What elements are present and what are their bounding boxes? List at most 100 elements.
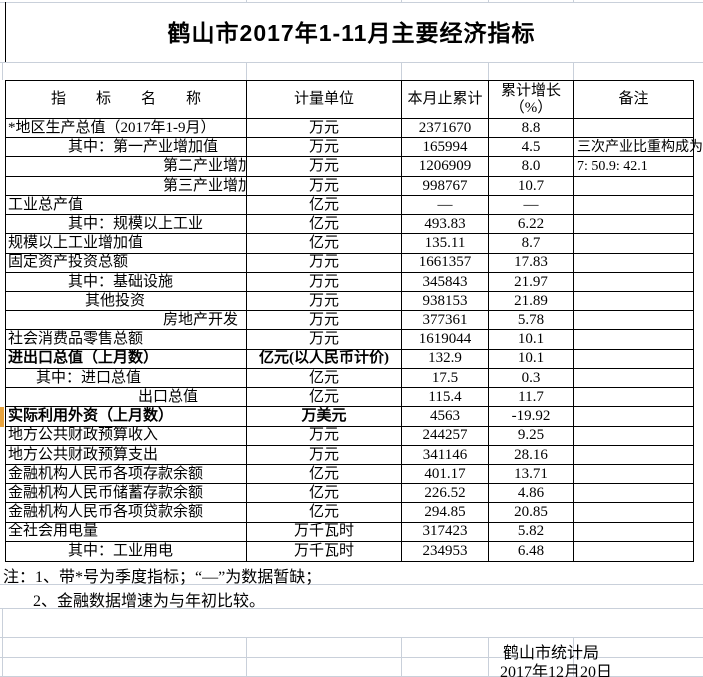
growth-cell[interactable]: — xyxy=(489,195,574,216)
value-cell[interactable]: 938153 xyxy=(402,291,489,312)
indicator-label-cell[interactable]: 金融机构人民币储蓄存款余额 xyxy=(6,484,247,504)
value-cell[interactable]: 998767 xyxy=(402,176,489,196)
unit-cell[interactable]: 亿元 xyxy=(247,368,402,389)
unit-cell[interactable]: 万元 xyxy=(247,311,402,331)
header-cumulative[interactable]: 本月止累计 xyxy=(402,81,489,119)
remark-cell[interactable] xyxy=(574,503,693,523)
unit-cell[interactable]: 亿元 xyxy=(247,215,402,235)
remark-cell[interactable] xyxy=(574,523,693,542)
remark-cell[interactable]: 三次产业比重构成为： xyxy=(574,138,703,158)
remark-cell[interactable] xyxy=(574,350,693,369)
indicator-label-cell[interactable]: 进出口总值（上月数） xyxy=(6,349,247,369)
value-cell[interactable]: 401.17 xyxy=(402,464,489,485)
value-cell[interactable]: 17.5 xyxy=(402,368,489,389)
unit-cell[interactable]: 万元 xyxy=(247,138,402,158)
remark-cell[interactable] xyxy=(574,196,693,216)
growth-cell[interactable]: 5.78 xyxy=(489,311,574,331)
growth-cell[interactable]: 11.7 xyxy=(489,388,574,408)
growth-cell[interactable]: 8.0 xyxy=(489,157,574,177)
remark-cell[interactable] xyxy=(574,427,693,446)
unit-cell[interactable]: 亿元(以人民币计价) xyxy=(247,349,402,369)
remark-cell[interactable] xyxy=(574,388,693,408)
growth-cell[interactable]: 5.82 xyxy=(489,522,574,542)
unit-cell[interactable]: 亿元 xyxy=(247,484,402,504)
unit-cell[interactable]: 亿元 xyxy=(247,388,402,408)
indicator-label-cell[interactable]: 房地产开发 xyxy=(6,311,247,331)
value-cell[interactable]: 377361 xyxy=(402,311,489,331)
growth-cell[interactable]: 8.8 xyxy=(489,119,574,139)
remark-cell[interactable] xyxy=(574,273,693,292)
header-indicator-name[interactable]: 指 标 名 称 xyxy=(6,81,247,119)
indicator-label-cell[interactable]: 实际利用外资（上月数） xyxy=(6,407,247,427)
growth-cell[interactable]: -19.92 xyxy=(489,407,574,427)
growth-cell[interactable]: 0.3 xyxy=(489,368,574,389)
remark-cell[interactable] xyxy=(574,407,693,427)
unit-cell[interactable]: 万元 xyxy=(247,445,402,465)
indicator-label-cell[interactable]: 固定资产投资总额 xyxy=(6,253,247,273)
growth-cell[interactable]: 10.1 xyxy=(489,330,574,350)
remark-cell[interactable] xyxy=(574,465,693,485)
growth-cell[interactable]: 21.97 xyxy=(489,272,574,292)
value-cell[interactable]: 1619044 xyxy=(402,330,489,350)
unit-cell[interactable]: 万元 xyxy=(247,272,402,292)
remark-cell[interactable] xyxy=(574,119,693,139)
growth-cell[interactable]: 21.89 xyxy=(489,291,574,312)
value-cell[interactable]: 135.11 xyxy=(402,234,489,254)
value-cell[interactable]: 165994 xyxy=(402,138,489,158)
indicator-label-cell[interactable]: 第三产业增加值 xyxy=(6,176,247,196)
growth-cell[interactable]: 20.85 xyxy=(489,503,574,523)
unit-cell[interactable]: 亿元 xyxy=(247,503,402,523)
indicator-label-cell[interactable]: *地区生产总值（2017年1-9月） xyxy=(6,119,247,139)
unit-cell[interactable]: 万元 xyxy=(247,426,402,446)
header-remark[interactable]: 备注 xyxy=(574,81,693,119)
indicator-label-cell[interactable]: 社会消费品零售总额 xyxy=(6,330,247,350)
indicator-label-cell[interactable]: 地方公共财政预算收入 xyxy=(6,426,247,446)
growth-cell[interactable]: 6.48 xyxy=(489,541,574,562)
header-growth[interactable]: 累计增长 （%） xyxy=(489,81,574,119)
value-cell[interactable]: 115.4 xyxy=(402,388,489,408)
remark-cell[interactable] xyxy=(574,311,693,331)
unit-cell[interactable]: 万元 xyxy=(247,176,402,196)
value-cell[interactable]: 244257 xyxy=(402,426,489,446)
value-cell[interactable]: 294.85 xyxy=(402,503,489,523)
unit-cell[interactable]: 亿元 xyxy=(247,234,402,254)
indicator-label-cell[interactable]: 其中：规模以上工业 xyxy=(6,215,247,235)
indicator-label-cell[interactable]: 第二产业增加值 xyxy=(6,157,247,177)
indicator-label-cell[interactable]: 其中：基础设施 xyxy=(6,272,247,292)
growth-cell[interactable]: 13.71 xyxy=(489,464,574,485)
remark-cell[interactable] xyxy=(574,330,693,350)
unit-cell[interactable]: 亿元 xyxy=(247,464,402,485)
growth-cell[interactable]: 28.16 xyxy=(489,445,574,465)
indicator-label-cell[interactable]: 工业总产值 xyxy=(6,195,247,216)
unit-cell[interactable]: 万元 xyxy=(247,291,402,312)
remark-cell[interactable]: 7: 50.9: 42.1 xyxy=(574,157,693,177)
value-cell[interactable]: 226.52 xyxy=(402,484,489,504)
value-cell[interactable]: 234953 xyxy=(402,541,489,562)
growth-cell[interactable]: 10.1 xyxy=(489,349,574,369)
remark-cell[interactable] xyxy=(574,234,693,254)
indicator-label-cell[interactable]: 金融机构人民币各项存款余额 xyxy=(6,464,247,485)
value-cell[interactable]: 317423 xyxy=(402,522,489,542)
growth-cell[interactable]: 9.25 xyxy=(489,426,574,446)
value-cell[interactable]: 1206909 xyxy=(402,157,489,177)
indicator-label-cell[interactable]: 地方公共财政预算支出 xyxy=(6,445,247,465)
indicator-label-cell[interactable]: 其他投资 xyxy=(6,291,247,312)
value-cell[interactable]: 493.83 xyxy=(402,215,489,235)
indicator-label-cell[interactable]: 全社会用电量 xyxy=(6,522,247,542)
remark-cell[interactable] xyxy=(574,542,693,561)
remark-cell[interactable] xyxy=(574,215,693,235)
indicator-label-cell[interactable]: 其中：进口总值 xyxy=(6,368,247,389)
indicator-label-cell[interactable]: 规模以上工业增加值 xyxy=(6,234,247,254)
indicator-label-cell[interactable]: 其中：第一产业增加值 xyxy=(6,138,247,158)
indicator-label-cell[interactable]: 金融机构人民币各项贷款余额 xyxy=(6,503,247,523)
unit-cell[interactable]: 万元 xyxy=(247,330,402,350)
indicator-label-cell[interactable]: 其中：工业用电 xyxy=(6,541,247,562)
value-cell[interactable]: 4563 xyxy=(402,407,489,427)
unit-cell[interactable]: 万千瓦时 xyxy=(247,541,402,562)
growth-cell[interactable]: 6.22 xyxy=(489,215,574,235)
indicator-label-cell[interactable]: 出口总值 xyxy=(6,388,247,408)
value-cell[interactable]: 132.9 xyxy=(402,349,489,369)
value-cell[interactable]: 345843 xyxy=(402,272,489,292)
value-cell[interactable]: — xyxy=(402,195,489,216)
unit-cell[interactable]: 亿元 xyxy=(247,195,402,216)
